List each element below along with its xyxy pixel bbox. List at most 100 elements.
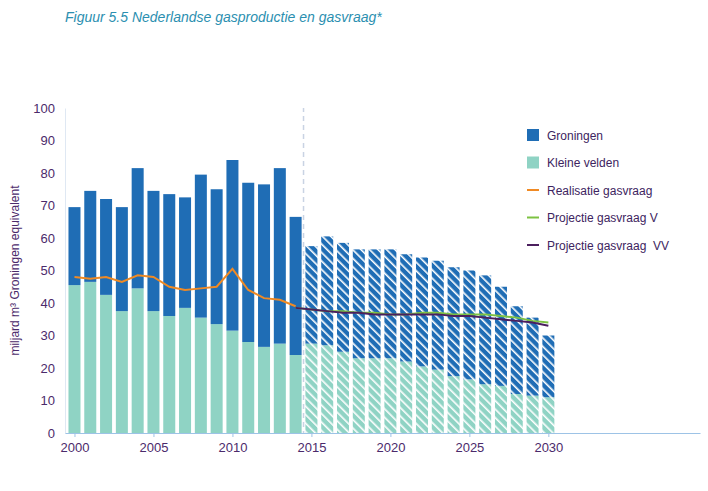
y-tick: 20 xyxy=(41,361,65,376)
bar xyxy=(400,254,412,361)
bar xyxy=(84,191,96,282)
bar xyxy=(353,249,365,358)
line xyxy=(296,308,549,326)
x-axis: 2000 2005 2010 2015 2020 2025 2030 xyxy=(61,433,701,455)
bar xyxy=(195,175,207,318)
x-tick: 2015 xyxy=(297,433,326,455)
x-tick-mark xyxy=(74,433,75,437)
y-tick: 0 xyxy=(48,426,65,441)
bar xyxy=(527,396,539,433)
legend-label: Realisatie gasvraag xyxy=(547,184,652,198)
x-tick: 2005 xyxy=(139,433,168,455)
y-tick-label: 60 xyxy=(41,231,55,246)
x-tick-mark xyxy=(232,433,233,437)
bar xyxy=(290,355,302,433)
y-tick-label: 20 xyxy=(41,361,55,376)
bar xyxy=(258,347,270,433)
bar xyxy=(242,342,254,433)
bar xyxy=(511,394,523,433)
x-tick-label: 2020 xyxy=(376,440,405,455)
bar xyxy=(432,370,444,433)
plot-area xyxy=(68,108,554,433)
bar xyxy=(195,318,207,433)
legend-swatch xyxy=(527,217,539,219)
x-tick: 2000 xyxy=(61,433,90,455)
bar xyxy=(321,236,333,345)
y-tick: 70 xyxy=(41,198,65,213)
bar xyxy=(416,366,428,433)
x-tick-mark xyxy=(469,433,470,437)
line xyxy=(74,269,295,306)
y-tick-label: 30 xyxy=(41,328,55,343)
bar xyxy=(305,344,317,433)
bar xyxy=(226,331,238,433)
bar xyxy=(68,207,80,285)
bar xyxy=(84,282,96,433)
bar xyxy=(369,249,381,358)
bar xyxy=(226,160,238,331)
bar xyxy=(68,285,80,433)
x-tick: 2020 xyxy=(376,433,405,455)
bar xyxy=(542,336,554,398)
y-tick: 50 xyxy=(41,263,65,278)
bar xyxy=(211,189,223,324)
bar xyxy=(353,358,365,433)
y-tick-label: 10 xyxy=(41,393,55,408)
legend-swatch xyxy=(527,244,539,246)
bar xyxy=(132,288,144,433)
y-axis-line xyxy=(65,109,66,434)
legend-swatch xyxy=(527,189,539,191)
bar xyxy=(321,345,333,433)
legend-label: Projectie gasvraag VV xyxy=(547,239,669,253)
y-tick: 90 xyxy=(41,133,65,148)
x-tick: 2025 xyxy=(455,433,484,455)
legend-swatch xyxy=(527,129,539,141)
bar xyxy=(448,267,460,376)
chart: Figuur 5.5 Nederlandse gasproductie en g… xyxy=(0,0,708,491)
y-tick: 40 xyxy=(41,296,65,311)
y-tick: 10 xyxy=(41,393,65,408)
x-tick-label: 2030 xyxy=(534,440,563,455)
y-tick-label: 50 xyxy=(41,263,55,278)
x-tick-mark xyxy=(311,433,312,437)
bar xyxy=(400,362,412,434)
x-tick-mark xyxy=(153,433,154,437)
bar xyxy=(211,324,223,433)
x-tick-mark xyxy=(390,433,391,437)
bar xyxy=(384,249,396,358)
bar xyxy=(274,168,286,344)
x-tick-mark xyxy=(548,433,549,437)
bar xyxy=(242,183,254,342)
bar xyxy=(179,197,191,308)
bar xyxy=(495,386,507,433)
bar xyxy=(274,344,286,433)
y-axis-title: miljard m³ Groningen equivalent xyxy=(8,185,22,356)
y-tick-label: 80 xyxy=(41,166,55,181)
legend-swatch xyxy=(527,157,539,169)
y-tick-label: 40 xyxy=(41,296,55,311)
bar xyxy=(147,311,159,433)
x-tick-label: 2010 xyxy=(218,440,247,455)
y-tick: 100 xyxy=(33,101,65,116)
legend-label: Kleine velden xyxy=(547,156,619,170)
bar xyxy=(290,217,302,355)
bar xyxy=(495,287,507,386)
y-tick: 30 xyxy=(41,328,65,343)
bar xyxy=(147,191,159,311)
x-tick-label: 2000 xyxy=(61,440,90,455)
bar xyxy=(100,295,112,433)
bar xyxy=(527,318,539,396)
y-tick-label: 90 xyxy=(41,133,55,148)
bar xyxy=(100,199,112,295)
bar xyxy=(479,275,491,384)
x-tick-label: 2025 xyxy=(455,440,484,455)
bar xyxy=(479,384,491,433)
x-axis-line xyxy=(66,433,701,434)
bar xyxy=(116,311,128,433)
bar xyxy=(258,184,270,347)
bar xyxy=(337,243,349,352)
divider xyxy=(303,108,305,433)
x-tick-label: 2005 xyxy=(139,440,168,455)
y-tick-label: 100 xyxy=(33,101,55,116)
bar xyxy=(163,316,175,433)
